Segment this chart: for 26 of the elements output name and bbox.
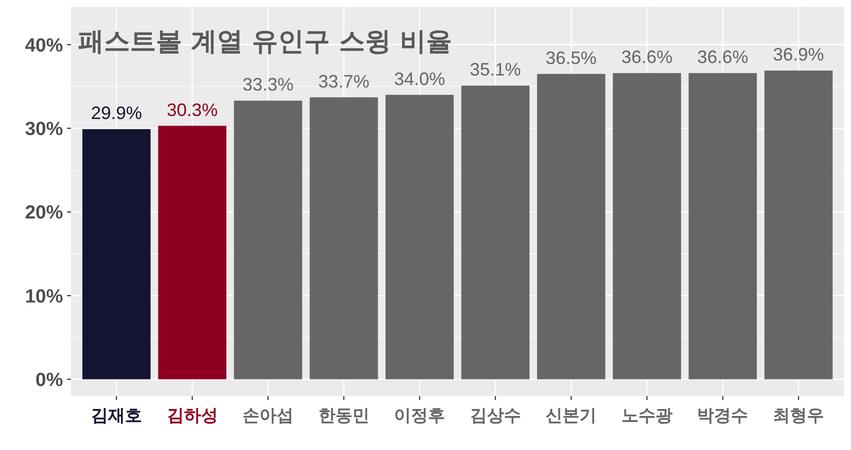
- x-tick-label: 이정후: [394, 406, 446, 426]
- data-label: 34.0%: [394, 68, 446, 89]
- data-label: 33.7%: [318, 71, 370, 92]
- x-tick-label: 최형우: [773, 406, 824, 426]
- x-tick-label: 한동민: [318, 406, 370, 426]
- y-tick-label: 0%: [36, 370, 64, 391]
- data-label: 35.1%: [470, 60, 521, 80]
- x-tick-label: 김재호: [90, 406, 142, 426]
- data-label: 36.9%: [773, 44, 824, 65]
- data-label: 33.3%: [242, 74, 294, 95]
- x-tick-label: 노수광: [621, 406, 672, 426]
- x-tick-label: 손아섭: [242, 406, 294, 426]
- data-label: 36.6%: [621, 47, 672, 68]
- y-tick-label: 30%: [24, 118, 64, 140]
- y-tick-label: 40%: [24, 35, 64, 56]
- x-tick-label: 박경수: [697, 406, 748, 426]
- y-tick-label: 10%: [24, 286, 64, 308]
- data-label: 30.3%: [166, 100, 218, 120]
- text: 패스트볼 계열 유인구 스윙 비율: [78, 27, 452, 57]
- data-label: 29.9%: [90, 103, 142, 124]
- data-label: 36.5%: [546, 48, 597, 68]
- x-tick-label: 김상수: [470, 406, 521, 426]
- data-label: 36.6%: [697, 47, 748, 68]
- y-tick-label: 20%: [24, 202, 64, 224]
- x-tick-label: 김하성: [166, 406, 218, 426]
- x-tick-label: 신본기: [546, 406, 597, 426]
